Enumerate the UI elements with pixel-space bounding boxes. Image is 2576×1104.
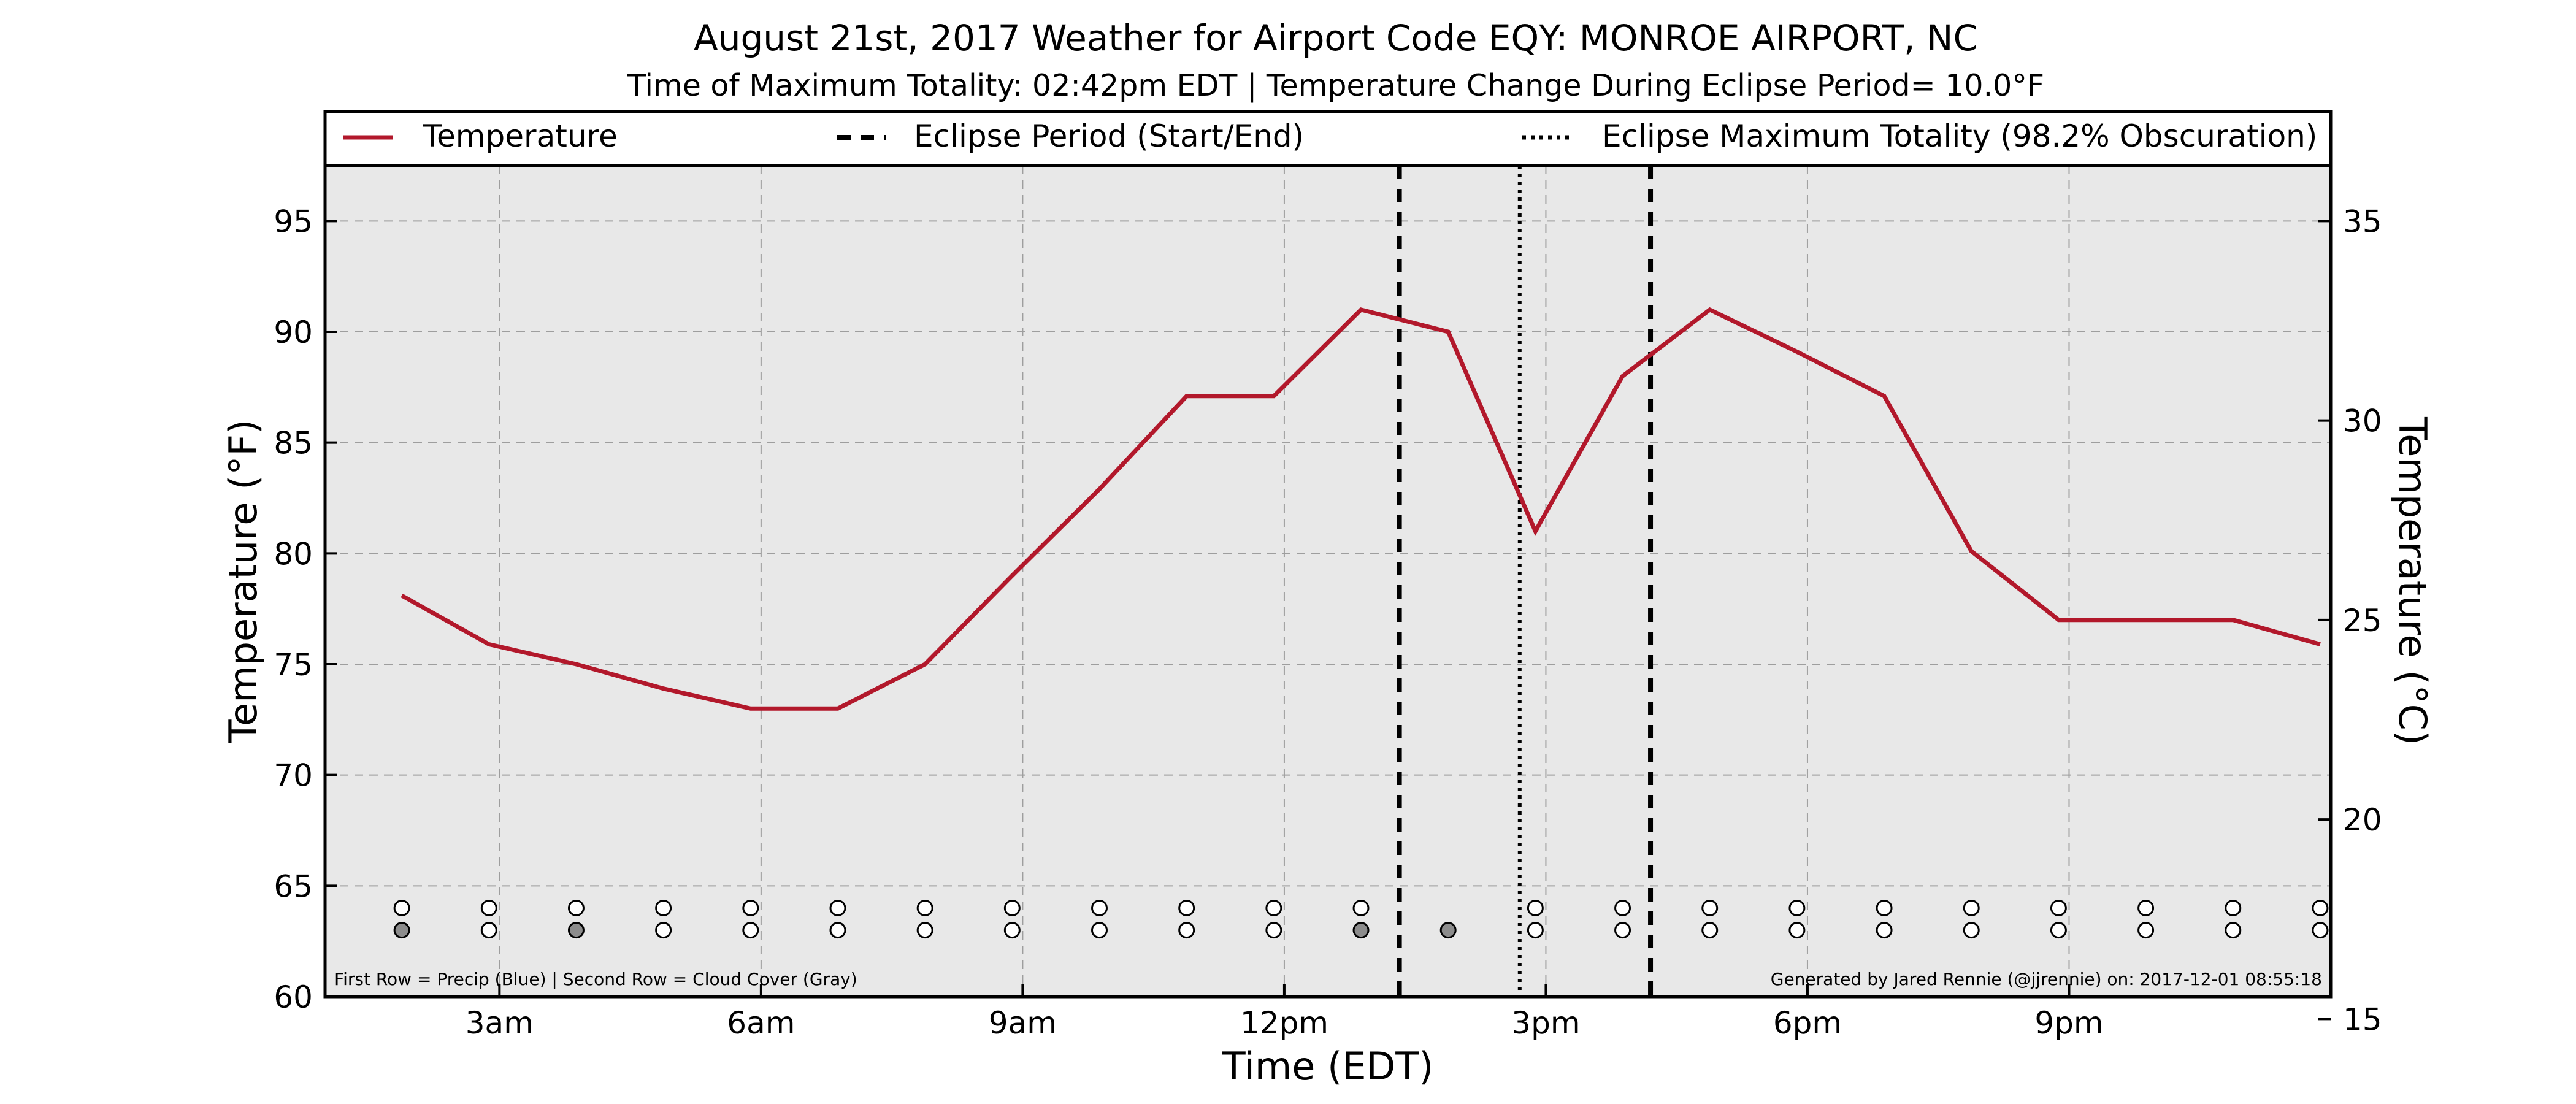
legend: Temperature Eclipse Period (Start/End) E…: [323, 110, 2333, 167]
x-tick-label: 9pm: [2034, 1005, 2103, 1041]
precip-marker: [567, 899, 585, 916]
cloud-cover-marker: [1003, 922, 1021, 939]
cloud-cover-marker: [2137, 922, 2155, 939]
y-tick-label: 90: [274, 315, 313, 350]
cloud-cover-marker: [1876, 922, 1893, 939]
chart-subtitle: Time of Maximum Totality: 02:42pm EDT | …: [627, 68, 2045, 103]
precip-marker: [916, 899, 933, 916]
legend-max-totality-label: Eclipse Maximum Totality (98.2% Obscurat…: [1602, 118, 2317, 154]
y-right-tick-label: 35: [2343, 204, 2382, 239]
precip-marker: [1091, 899, 1108, 916]
cloud-cover-marker: [655, 922, 672, 939]
y-right-tick-label: 25: [2343, 603, 2382, 638]
legend-temperature-label: Temperature: [423, 118, 618, 154]
cloud-cover-marker: [2050, 922, 2067, 939]
precip-marker: [2225, 899, 2242, 916]
cloud-cover-marker: [1614, 922, 1631, 939]
x-tick-label: 3am: [466, 1005, 534, 1041]
temperature-line: [401, 307, 2321, 711]
precip-marker: [2137, 899, 2155, 916]
legend-eclipse-period-label: Eclipse Period (Start/End): [914, 118, 1304, 154]
precip-marker: [1963, 899, 1980, 916]
temperature-series: [401, 307, 2321, 711]
chart-title: August 21st, 2017 Weather for Airport Co…: [694, 17, 1978, 59]
y-tick-label: 80: [274, 536, 313, 572]
grid-lines: [325, 166, 2331, 997]
y-axis-label: Temperature (°F): [221, 420, 266, 743]
y-tick-label: 65: [274, 868, 313, 904]
precip-marker: [2050, 899, 2067, 916]
y-tick-label: 95: [274, 204, 313, 239]
precip-marker: [829, 899, 846, 916]
cloud-cover-marker: [1352, 922, 1370, 939]
precip-marker: [1265, 899, 1282, 916]
cloud-cover-marker: [1963, 922, 1980, 939]
precip-marker: [1614, 899, 1631, 916]
cloud-cover-marker: [1265, 922, 1282, 939]
precip-marker: [1527, 899, 1544, 916]
x-tick-label: 6am: [727, 1005, 795, 1041]
cloud-cover-marker: [393, 922, 410, 939]
eclipse-markers: [1397, 166, 1654, 997]
y-right-tick-label: 20: [2343, 802, 2382, 838]
footnote-right: Generated by Jared Rennie (@jjrennie) on…: [1771, 969, 2322, 989]
precip-marker: [1701, 899, 1719, 916]
y-tick-label: 85: [274, 426, 313, 461]
cloud-cover-marker: [567, 922, 585, 939]
precip-marker: [1876, 899, 1893, 916]
cloud-cover-marker: [1788, 922, 1806, 939]
cloud-cover-marker: [2312, 922, 2329, 939]
precip-marker: [2312, 899, 2329, 916]
cloud-cover-marker: [1701, 922, 1719, 939]
cloud-cover-marker: [1091, 922, 1108, 939]
precip-marker: [393, 899, 410, 916]
precip-marker: [1352, 899, 1370, 916]
precip-marker: [1003, 899, 1021, 916]
cloud-cover-marker: [2225, 922, 2242, 939]
x-axis-label: Time (EDT): [1222, 1044, 1434, 1089]
precip-marker: [742, 899, 759, 916]
cloud-cover-marker: [829, 922, 846, 939]
observation-markers: [393, 899, 2329, 939]
cloud-cover-marker: [916, 922, 933, 939]
cloud-cover-marker: [1439, 922, 1457, 939]
y-tick-label: 70: [274, 758, 313, 794]
y-right-tick-label: 30: [2343, 404, 2382, 439]
y-right-tick-label: 15: [2343, 1002, 2382, 1037]
footnote-left: First Row = Precip (Blue) | Second Row =…: [334, 969, 857, 989]
cloud-cover-marker: [1178, 922, 1195, 939]
x-tick-label: 3pm: [1511, 1005, 1580, 1041]
y-tick-label: 60: [274, 979, 313, 1015]
cloud-cover-marker: [1527, 922, 1544, 939]
precip-marker: [480, 899, 497, 916]
cloud-cover-marker: [480, 922, 497, 939]
precip-marker: [655, 899, 672, 916]
x-tick-label: 9am: [989, 1005, 1057, 1041]
x-tick-label: 12pm: [1240, 1005, 1328, 1041]
cloud-cover-marker: [742, 922, 759, 939]
precip-marker: [1788, 899, 1806, 916]
x-tick-label: 6pm: [1773, 1005, 1842, 1041]
axes: 60 65 70 75 80 85 90 95 3am 6am 9am 12pm 3pm 6pm 9pm 15…: [221, 204, 2435, 1089]
y-tick-label: 75: [274, 647, 313, 683]
plot-background: [325, 166, 2331, 997]
plot-frame: [323, 164, 2333, 999]
precip-marker: [1178, 899, 1195, 916]
y-right-axis-label: Temperature (°C): [2390, 416, 2435, 745]
